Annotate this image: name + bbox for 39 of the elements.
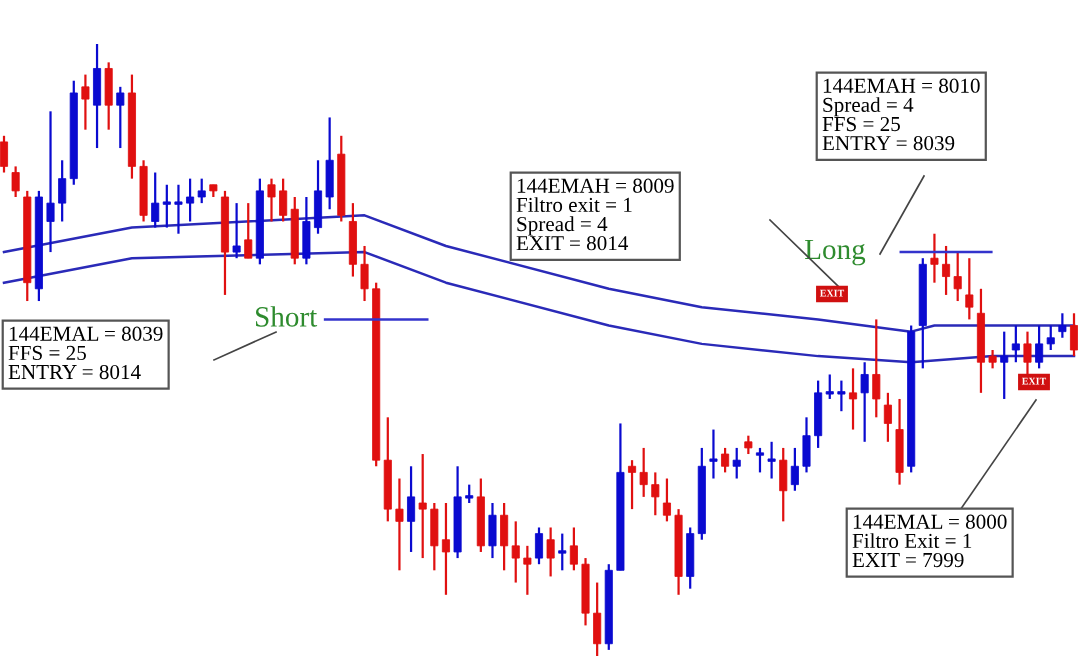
candlestick [93, 42, 102, 150]
candlestick [883, 391, 892, 443]
candlestick [767, 440, 776, 480]
candlestick [1023, 330, 1032, 376]
candlestick [779, 446, 788, 523]
candlestick [744, 434, 753, 456]
candlestick [732, 446, 741, 480]
candlestick [558, 532, 567, 572]
candlestick [151, 171, 160, 229]
candlestick [116, 85, 125, 150]
candlestick [81, 73, 90, 131]
candlestick [488, 501, 497, 560]
candlestick [709, 428, 718, 480]
candlestick [755, 446, 764, 474]
candlestick [895, 397, 904, 486]
candlestick [849, 367, 858, 431]
candlestick [860, 361, 869, 443]
candlestick [1069, 312, 1078, 358]
candlestick [104, 61, 113, 131]
candlestick [534, 526, 544, 566]
candlestick [872, 318, 881, 419]
ref-line-label: Short [256, 306, 318, 327]
candlestick [1058, 312, 1067, 339]
ref-line-label: Long [805, 239, 866, 266]
annotation: 144EMAL = 8000 Filtro Exit = 1 EXIT = 7999 [852, 514, 1007, 568]
candlestick [965, 257, 974, 321]
candlestick [232, 202, 241, 260]
annotation: 144EMAH = 8009 Filtro exit = 1 Spread = 4 EXIT = 8014 [516, 178, 674, 251]
candlestick [546, 526, 555, 578]
candlestick [407, 465, 416, 554]
candlestick [686, 526, 695, 590]
candlestick [0, 134, 9, 174]
candlestick [721, 446, 730, 474]
annotation: 144EMAL = 8039 FFS = 25 ENTRY = 8014 [8, 326, 163, 380]
candlestick [1011, 324, 1020, 364]
candlestick [11, 165, 20, 199]
annotation: 144EMAH = 8010 Spread = 4 FFS = 25 ENTRY = 8039 [822, 78, 980, 151]
candlestick [1000, 330, 1009, 401]
candlestick [244, 202, 253, 260]
